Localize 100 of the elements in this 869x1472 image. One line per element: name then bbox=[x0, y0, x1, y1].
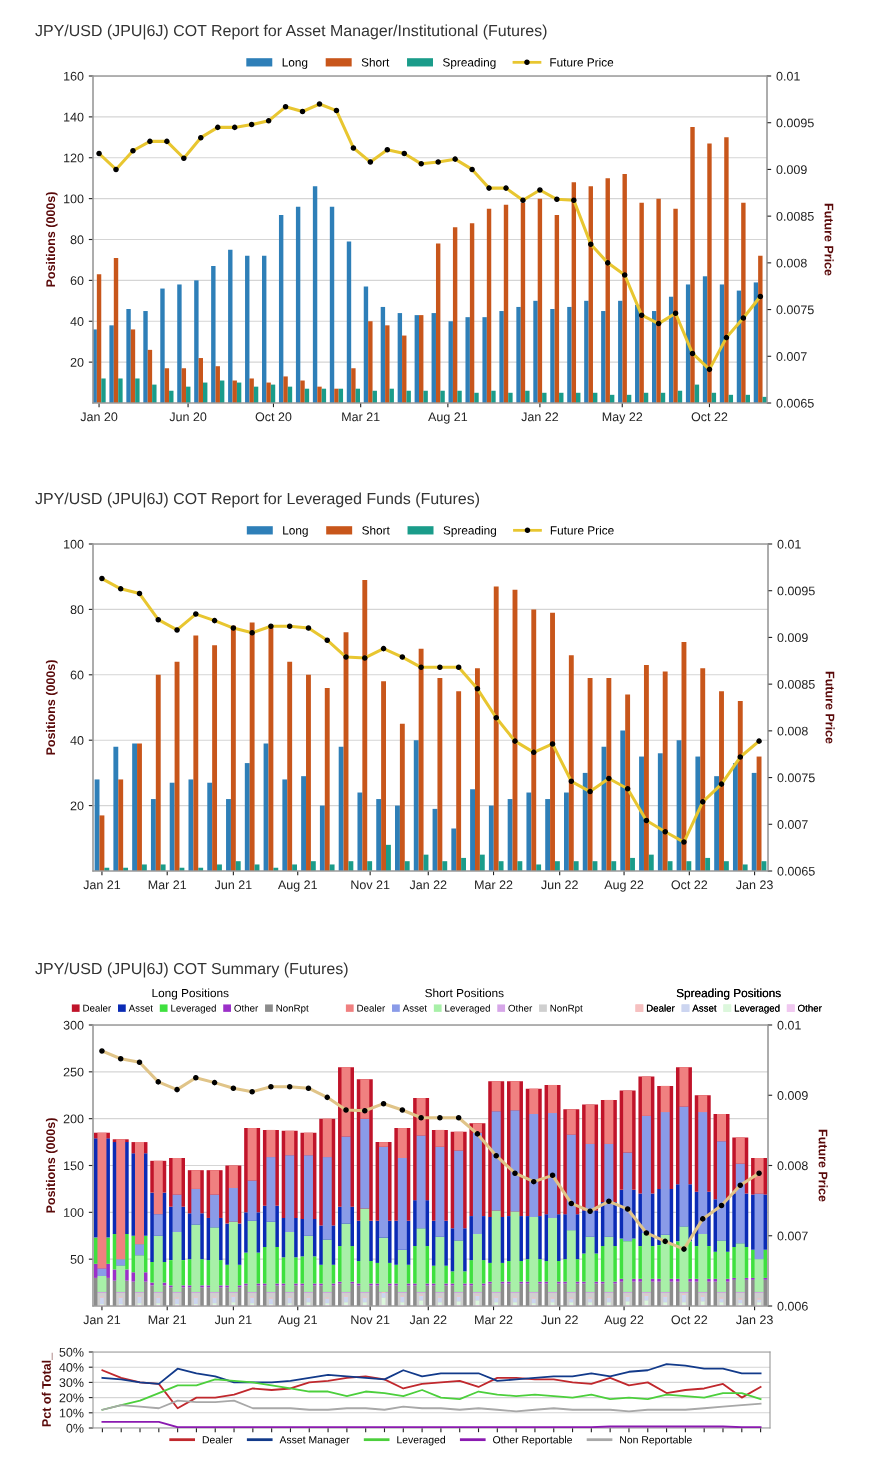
x-tick-label: Aug 21 bbox=[277, 1315, 317, 1327]
x-tick-label: Jan 21 bbox=[83, 880, 121, 890]
y-tick-label: 20 bbox=[70, 801, 84, 811]
legend-label: Asset bbox=[402, 1004, 427, 1012]
y-tick-label: 20% bbox=[59, 1393, 84, 1403]
legend-label: NonRpt bbox=[550, 1004, 583, 1014]
y2-tick-label: 0.009 bbox=[777, 633, 808, 643]
x-tick-label: Jun 22 bbox=[541, 880, 578, 890]
y2-tick-label: 0.0085 bbox=[776, 211, 814, 221]
legend-label: Spreading bbox=[442, 57, 496, 69]
x-tick-label: Jan 22 bbox=[409, 1315, 447, 1325]
x-tick-label: Mar 21 bbox=[342, 412, 380, 422]
y2-tick-label: 0.0075 bbox=[777, 773, 815, 783]
y-axis-title: Positions (000s) bbox=[45, 1118, 58, 1213]
y-axis-title: Positions (000s) bbox=[45, 192, 58, 287]
legend-label: Future Price bbox=[550, 57, 614, 67]
legend-label: Dealer bbox=[646, 1004, 675, 1012]
y2-tick-label: 0.0075 bbox=[776, 305, 814, 315]
y-tick-label: 120 bbox=[64, 153, 84, 163]
y-tick-label: 50 bbox=[70, 1254, 84, 1264]
y-axis-title: Positions (000s) bbox=[45, 660, 58, 755]
chart-title: JPY/USD (JPU|6J) COT Report for Asset Manager/Institutional (Futures) bbox=[35, 24, 547, 40]
legend-label: Short bbox=[362, 525, 390, 535]
y2-tick-label: 0.007 bbox=[777, 820, 808, 829]
y2-tick-label: 0.007 bbox=[777, 1231, 808, 1241]
chart-title: JPY/USD (JPU|6J) COT Summary (Futures) bbox=[35, 962, 348, 978]
y2-tick-label: 0.0095 bbox=[777, 586, 815, 596]
y-tick-label: 40% bbox=[59, 1363, 84, 1372]
y2-tick-label: 0.008 bbox=[776, 258, 807, 268]
y-tick-label: 100 bbox=[64, 539, 84, 549]
y-tick-label: 10% bbox=[59, 1408, 84, 1418]
y-tick-label: 250 bbox=[63, 1067, 84, 1077]
y2-tick-label: 0.0095 bbox=[776, 118, 814, 128]
x-tick-label: Jan 23 bbox=[736, 880, 773, 890]
y-tick-label: 60 bbox=[70, 670, 84, 680]
legend-label: Dealer bbox=[83, 1004, 112, 1012]
legend-label: Non Reportable bbox=[620, 1435, 692, 1446]
x-tick-label: Oct 22 bbox=[671, 1315, 708, 1325]
y2-tick-label: 0.01 bbox=[777, 1020, 801, 1030]
x-tick-label: Mar 21 bbox=[148, 1315, 187, 1325]
x-tick-label: Jun 21 bbox=[214, 880, 252, 890]
legend-label: Short bbox=[361, 57, 390, 67]
legend-label: Other bbox=[234, 1004, 259, 1012]
y2-tick-label: 0.008 bbox=[777, 726, 808, 736]
legend-title: Short Positions bbox=[425, 988, 504, 998]
legend-label: Long bbox=[283, 526, 308, 537]
legend-label: Long bbox=[282, 58, 308, 69]
y-tick-label: 20 bbox=[70, 357, 84, 367]
legend-label: Leveraged bbox=[734, 1004, 780, 1014]
y2-axis-title: Future Price bbox=[824, 203, 834, 276]
y-tick-label: 300 bbox=[63, 1020, 84, 1030]
x-tick-label: Mar 22 bbox=[475, 880, 513, 890]
legend-label: Other Reportable bbox=[493, 1435, 572, 1446]
y-tick-label: 60 bbox=[70, 276, 84, 286]
x-tick-label: Nov 21 bbox=[351, 880, 390, 890]
x-tick-label: Aug 21 bbox=[428, 412, 468, 424]
y2-tick-label: 0.01 bbox=[777, 539, 801, 549]
y2-tick-label: 0.009 bbox=[776, 165, 807, 175]
y2-tick-label: 0.008 bbox=[777, 1161, 808, 1171]
x-tick-label: Jun 22 bbox=[541, 1315, 578, 1325]
y-tick-label: 160 bbox=[64, 71, 84, 81]
legend-label: Leveraged bbox=[445, 1004, 490, 1014]
legend-label: Leveraged bbox=[397, 1435, 446, 1446]
x-tick-label: Oct 20 bbox=[255, 412, 292, 422]
y-tick-label: 100 bbox=[64, 194, 84, 204]
legend-title: Long Positions bbox=[152, 988, 229, 1000]
y2-axis-title: Future Price bbox=[818, 1129, 828, 1202]
legend-title: Spreading Positions bbox=[676, 988, 781, 1000]
y2-tick-label: 0.0085 bbox=[777, 679, 815, 689]
y-tick-label: 200 bbox=[63, 1114, 84, 1124]
y2-tick-label: 0.009 bbox=[777, 1091, 808, 1100]
x-tick-label: Jan 23 bbox=[736, 1315, 773, 1325]
y-tick-label: 80 bbox=[70, 235, 84, 245]
legend-label: Future Price bbox=[550, 525, 614, 535]
y2-tick-label: 0.007 bbox=[776, 352, 807, 361]
y-tick-label: 140 bbox=[64, 112, 84, 122]
x-tick-label: Jan 20 bbox=[80, 412, 118, 422]
legend-label: Other bbox=[798, 1004, 822, 1012]
y-tick-label: 100 bbox=[64, 1208, 84, 1217]
x-tick-label: Jun 20 bbox=[169, 412, 207, 422]
y2-tick-label: 0.0065 bbox=[777, 866, 815, 876]
legend-label: Spreading bbox=[443, 525, 497, 537]
y-axis-title: Pct of Total_ bbox=[41, 1352, 53, 1427]
chart-title: JPY/USD (JPU|6J) COT Report for Leveraged Funds (Futures) bbox=[35, 492, 480, 508]
y-tick-label: 150 bbox=[64, 1161, 84, 1171]
legend-label: NonRpt bbox=[276, 1004, 309, 1014]
y2-tick-label: 0.0065 bbox=[776, 398, 814, 408]
y-tick-label: 40 bbox=[70, 736, 84, 745]
y2-tick-label: 0.01 bbox=[776, 71, 800, 81]
y-tick-label: 40 bbox=[70, 317, 84, 326]
legend-label: Dealer bbox=[202, 1435, 233, 1444]
x-tick-label: Aug 22 bbox=[604, 1315, 644, 1327]
legend-label: Asset bbox=[692, 1004, 717, 1012]
y-tick-label: 80 bbox=[70, 605, 84, 615]
legend-label: Dealer bbox=[357, 1004, 386, 1012]
x-tick-label: Mar 21 bbox=[148, 880, 187, 890]
x-tick-label: Mar 22 bbox=[475, 1315, 513, 1325]
x-tick-label: Oct 22 bbox=[691, 412, 728, 422]
legend-label: Asset bbox=[128, 1004, 153, 1012]
x-tick-label: Oct 22 bbox=[671, 880, 708, 890]
